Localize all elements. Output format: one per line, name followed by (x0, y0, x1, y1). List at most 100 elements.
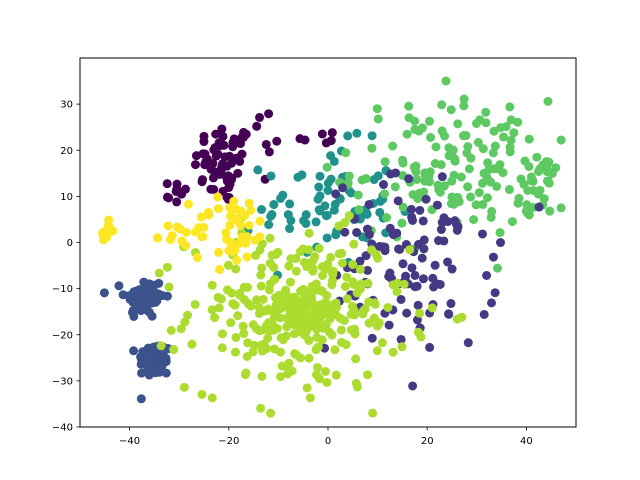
data-point (231, 264, 241, 274)
data-point (463, 142, 473, 151)
data-point (396, 294, 406, 304)
data-point (398, 202, 408, 212)
data-point (522, 200, 532, 210)
data-point (331, 189, 341, 199)
data-point (419, 235, 429, 245)
data-point (218, 131, 228, 141)
data-point (343, 131, 353, 141)
data-point (215, 265, 225, 275)
data-point (528, 176, 538, 186)
data-point (340, 218, 350, 228)
data-point (413, 300, 423, 310)
data-point (225, 203, 235, 213)
data-point (118, 290, 128, 300)
data-point (463, 338, 473, 348)
data-point (429, 282, 439, 292)
data-point (314, 243, 324, 253)
data-point (446, 299, 456, 309)
data-point (535, 185, 545, 195)
data-point (315, 206, 325, 216)
data-point (265, 279, 275, 289)
data-point (331, 303, 341, 313)
data-point (162, 291, 172, 301)
data-point (330, 345, 340, 355)
data-point (453, 119, 463, 129)
data-point (471, 200, 481, 210)
data-point (425, 342, 435, 352)
data-point (172, 179, 182, 189)
data-point (192, 253, 202, 263)
data-point (421, 194, 431, 204)
data-point (506, 115, 516, 125)
data-point (534, 202, 544, 212)
data-point (367, 143, 377, 153)
data-point (128, 305, 138, 315)
data-point (505, 102, 515, 112)
data-point (341, 148, 351, 158)
data-point (322, 162, 332, 172)
data-point (386, 169, 396, 179)
data-point (373, 114, 383, 124)
data-point (322, 233, 332, 243)
data-point (338, 183, 348, 193)
data-point (257, 371, 267, 381)
data-point (161, 368, 171, 378)
data-point (304, 353, 314, 363)
data-point (350, 324, 360, 334)
data-point (397, 342, 407, 352)
data-point (469, 215, 479, 225)
data-point (456, 172, 466, 182)
data-point (99, 288, 109, 298)
data-point (482, 173, 492, 183)
data-point (417, 123, 427, 133)
data-point (313, 194, 323, 204)
data-point (264, 220, 274, 230)
data-point (311, 281, 321, 291)
data-point (323, 186, 333, 195)
data-point (418, 216, 428, 226)
data-point (543, 166, 553, 176)
data-point (483, 158, 493, 168)
data-point (375, 207, 385, 217)
data-point (352, 288, 362, 298)
data-point (349, 310, 359, 320)
data-point (427, 303, 437, 313)
data-point (285, 309, 295, 319)
data-point (181, 240, 191, 250)
data-point (257, 205, 267, 215)
data-point (367, 333, 377, 343)
y-tick-label: −10 (52, 284, 73, 295)
data-point (202, 154, 212, 164)
data-point (437, 218, 447, 228)
data-point (311, 370, 321, 380)
data-point (265, 233, 275, 243)
x-tick-label: 0 (325, 436, 331, 447)
data-point (243, 299, 253, 309)
data-point (317, 321, 327, 331)
data-point (372, 104, 382, 114)
data-point (399, 279, 409, 289)
data-point (246, 205, 256, 215)
y-tick-label: 0 (67, 238, 73, 249)
data-point (242, 352, 252, 361)
data-point (277, 361, 287, 371)
data-point (331, 370, 341, 380)
data-point (242, 252, 252, 262)
data-point (235, 156, 245, 166)
data-point (364, 229, 374, 239)
data-point (194, 223, 204, 233)
data-point (266, 211, 276, 221)
data-point (225, 237, 235, 247)
data-point (355, 264, 365, 274)
data-point (337, 337, 347, 347)
data-point (183, 199, 193, 209)
data-point (159, 351, 169, 361)
data-point (446, 199, 456, 209)
data-point (382, 213, 392, 223)
data-point (392, 287, 402, 297)
data-point (418, 274, 428, 284)
data-point (385, 268, 395, 278)
data-point (377, 338, 387, 348)
data-point (163, 221, 173, 231)
data-point (355, 256, 365, 266)
